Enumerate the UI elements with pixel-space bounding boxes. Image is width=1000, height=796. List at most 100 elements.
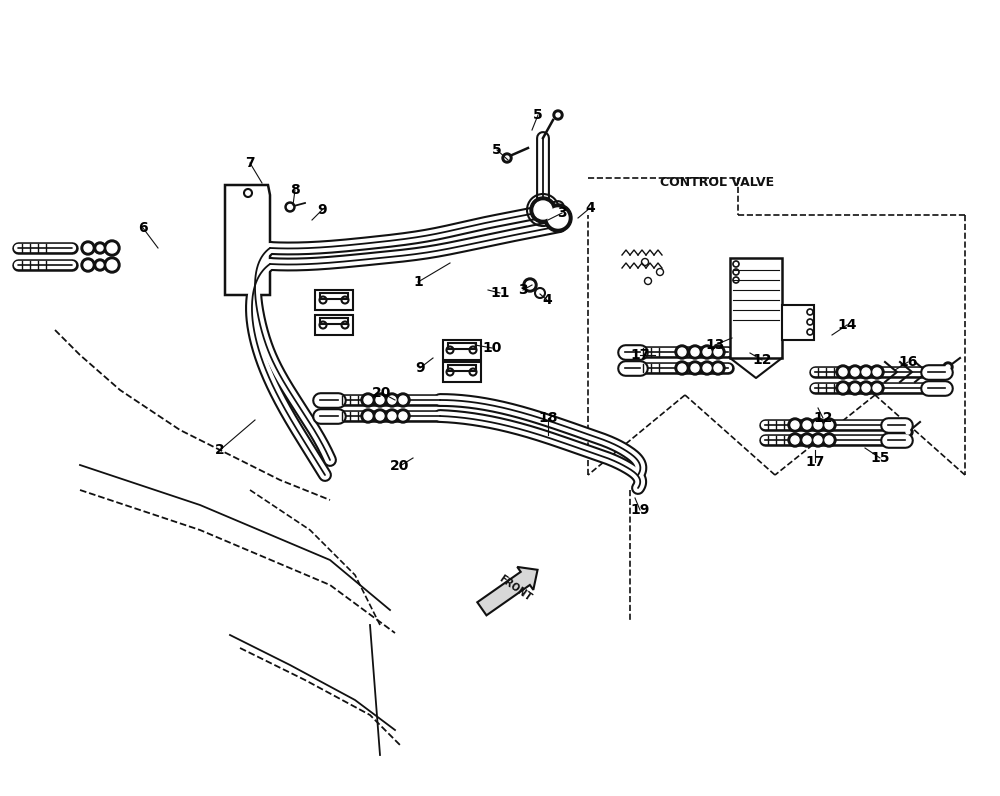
Circle shape <box>678 364 686 372</box>
Bar <box>448 343 476 349</box>
Circle shape <box>107 260 117 270</box>
Circle shape <box>811 433 825 447</box>
Text: 4: 4 <box>542 293 552 307</box>
Circle shape <box>107 243 117 253</box>
Circle shape <box>373 393 387 407</box>
Text: 13: 13 <box>705 338 725 352</box>
Circle shape <box>839 368 847 376</box>
Circle shape <box>711 345 725 359</box>
Circle shape <box>361 393 375 407</box>
Text: 20: 20 <box>390 459 410 473</box>
Circle shape <box>530 197 556 223</box>
Circle shape <box>714 348 722 356</box>
Circle shape <box>104 257 120 273</box>
Circle shape <box>388 396 396 404</box>
Bar <box>448 365 476 371</box>
Circle shape <box>873 368 881 376</box>
Circle shape <box>848 381 862 395</box>
Circle shape <box>946 365 950 369</box>
Circle shape <box>81 241 95 255</box>
Circle shape <box>714 364 722 372</box>
Circle shape <box>544 204 572 232</box>
Bar <box>443 362 481 382</box>
Circle shape <box>678 348 686 356</box>
Circle shape <box>364 412 372 420</box>
Circle shape <box>870 365 884 379</box>
Text: 5: 5 <box>533 108 543 122</box>
Text: 6: 6 <box>138 221 148 235</box>
Polygon shape <box>225 185 270 295</box>
Text: 15: 15 <box>870 451 890 465</box>
Circle shape <box>288 205 292 209</box>
Circle shape <box>903 427 913 437</box>
Bar <box>320 293 348 299</box>
Circle shape <box>691 348 699 356</box>
Text: 12: 12 <box>752 353 772 367</box>
Circle shape <box>851 384 859 392</box>
Circle shape <box>836 381 850 395</box>
Circle shape <box>552 212 564 224</box>
Text: 19: 19 <box>630 503 650 517</box>
Circle shape <box>97 262 103 268</box>
Circle shape <box>81 258 95 272</box>
Bar <box>315 290 353 310</box>
Circle shape <box>811 418 825 432</box>
Text: 7: 7 <box>245 156 255 170</box>
Circle shape <box>84 244 92 252</box>
Circle shape <box>700 361 714 375</box>
Circle shape <box>675 361 689 375</box>
Circle shape <box>104 240 120 256</box>
Circle shape <box>873 384 881 392</box>
Circle shape <box>388 412 396 420</box>
Circle shape <box>800 418 814 432</box>
Text: 12: 12 <box>813 411 833 425</box>
Bar <box>782 305 814 340</box>
Circle shape <box>361 409 375 423</box>
Circle shape <box>839 384 847 392</box>
Circle shape <box>556 113 560 117</box>
Circle shape <box>549 209 567 227</box>
Circle shape <box>553 110 563 120</box>
Circle shape <box>399 396 407 404</box>
Circle shape <box>859 381 873 395</box>
Bar <box>730 258 782 358</box>
Circle shape <box>688 361 702 375</box>
Circle shape <box>502 153 512 163</box>
Circle shape <box>788 418 802 432</box>
Circle shape <box>688 345 702 359</box>
Text: 11: 11 <box>490 286 510 300</box>
Circle shape <box>396 393 410 407</box>
Text: 20: 20 <box>372 386 392 400</box>
Circle shape <box>526 281 534 289</box>
Text: 9: 9 <box>317 203 327 217</box>
Circle shape <box>851 368 859 376</box>
Text: 1: 1 <box>413 275 423 289</box>
Text: 10: 10 <box>482 341 502 355</box>
Circle shape <box>862 384 870 392</box>
Circle shape <box>675 345 689 359</box>
Circle shape <box>703 364 711 372</box>
Circle shape <box>364 396 372 404</box>
Circle shape <box>859 365 873 379</box>
Circle shape <box>822 433 836 447</box>
Circle shape <box>814 436 822 444</box>
Circle shape <box>822 418 836 432</box>
Text: FRONT: FRONT <box>497 573 533 603</box>
Circle shape <box>862 368 870 376</box>
Circle shape <box>791 436 799 444</box>
Text: 18: 18 <box>538 411 558 425</box>
Circle shape <box>285 202 295 212</box>
Circle shape <box>943 362 953 372</box>
Circle shape <box>97 245 103 251</box>
Circle shape <box>376 412 384 420</box>
Text: CONTROL VALVE: CONTROL VALVE <box>660 177 774 189</box>
Text: 3: 3 <box>518 283 528 297</box>
Circle shape <box>803 421 811 429</box>
Circle shape <box>825 421 833 429</box>
Circle shape <box>534 201 552 219</box>
Text: 17: 17 <box>805 455 825 469</box>
Polygon shape <box>477 567 538 615</box>
Text: 16: 16 <box>898 355 918 369</box>
Circle shape <box>700 345 714 359</box>
Text: 9: 9 <box>415 361 425 375</box>
